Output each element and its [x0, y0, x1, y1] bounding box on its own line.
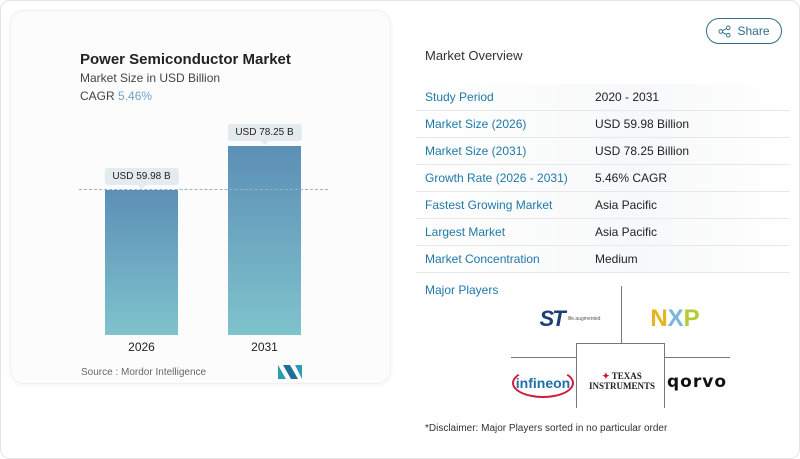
overview-row: Market Size (2026) USD 59.98 Billion — [416, 111, 790, 138]
row-label: Largest Market — [425, 225, 506, 239]
data-label: USD 78.25 B — [227, 124, 302, 145]
texas-instruments-logo: ✦ TEXAS INSTRUMENTS — [588, 371, 655, 391]
divider — [511, 357, 577, 358]
row-label: Market Size (2031) — [425, 144, 527, 158]
row-value: Asia Pacific — [595, 225, 658, 239]
overview-row: Market Concentration Medium — [416, 246, 790, 273]
bar-2026 — [105, 190, 178, 335]
row-value: 2020 - 2031 — [595, 90, 660, 104]
overview-row: Market Size (2031) USD 78.25 Billion — [416, 138, 790, 165]
qorvo-logo: qorvo — [667, 372, 727, 392]
x-tick-label: 2026 — [128, 340, 155, 354]
overview-row: Largest Market Asia Pacific — [416, 219, 790, 246]
st-logo: ST life.augmented — [539, 306, 601, 331]
bar-2031 — [228, 146, 301, 335]
divider — [664, 357, 730, 358]
cagr: CAGR 5.46% — [80, 89, 152, 103]
share-icon — [718, 24, 732, 38]
row-label: Study Period — [425, 90, 494, 104]
source: Source : Mordor Intelligence — [81, 367, 207, 378]
share-button[interactable]: Share — [706, 18, 782, 44]
row-value: Asia Pacific — [595, 198, 658, 212]
cagr-value: 5.46% — [118, 89, 153, 103]
overview-title: Market Overview — [425, 48, 523, 63]
cagr-label: CAGR — [80, 89, 115, 103]
row-value: USD 78.25 Billion — [595, 144, 690, 158]
row-value: 5.46% CAGR — [595, 171, 668, 185]
reference-line — [79, 189, 328, 190]
row-label: Growth Rate (2026 - 2031) — [425, 171, 568, 185]
infineon-logo: infineon — [512, 368, 574, 398]
chart-subtitle: Market Size in USD Billion — [80, 71, 221, 85]
row-label: Market Size (2026) — [425, 117, 527, 131]
divider — [621, 286, 622, 343]
row-label: Fastest Growing Market — [425, 198, 553, 212]
mordor-logo-icon — [278, 365, 302, 379]
row-label: Market Concentration — [425, 252, 540, 266]
chart-title: Power Semiconductor Market — [80, 51, 291, 68]
overview-row: Growth Rate (2026 - 2031) 5.46% CAGR — [416, 165, 790, 192]
major-players-title: Major Players — [425, 283, 499, 297]
overview-row: Study Period 2020 - 2031 — [416, 84, 790, 111]
row-value: USD 59.98 Billion — [595, 117, 690, 131]
overview-row: Fastest Growing Market Asia Pacific — [416, 192, 790, 219]
disclaimer: *Disclaimer: Major Players sorted in no … — [425, 423, 668, 434]
data-label: USD 59.98 B — [104, 168, 179, 190]
x-tick-label: 2031 — [251, 340, 278, 354]
chart-card — [10, 10, 391, 384]
share-label: Share — [737, 24, 770, 38]
row-value: Medium — [595, 252, 638, 266]
logo-box — [576, 343, 665, 408]
